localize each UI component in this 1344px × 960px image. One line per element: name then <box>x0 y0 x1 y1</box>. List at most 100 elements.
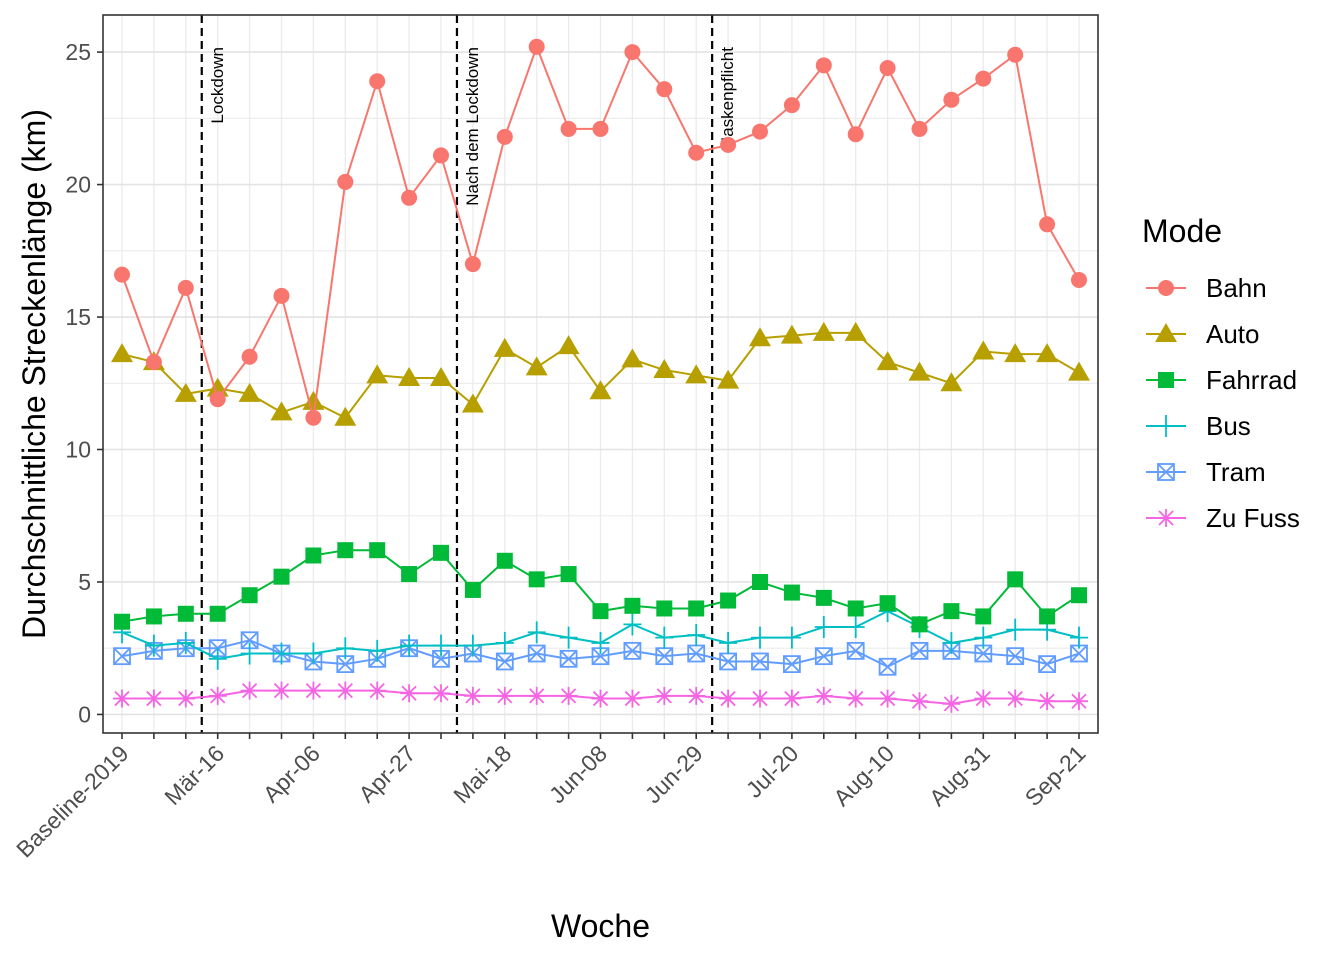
y-tick-label: 20 <box>65 172 91 198</box>
legend-key-marker <box>1157 463 1175 481</box>
data-point-auto <box>844 321 867 341</box>
data-point-fahrrad <box>1007 571 1024 588</box>
legend-item-tram: Tram <box>1146 457 1266 487</box>
data-point-zu-fuss <box>272 681 291 700</box>
legend-key-marker <box>1158 372 1174 388</box>
data-point-bahn <box>496 128 513 145</box>
data-point-tram <box>846 641 865 660</box>
data-point-bus <box>240 642 259 665</box>
data-point-bus <box>208 647 227 670</box>
data-point-tram <box>1038 655 1056 674</box>
data-point-fahrrad <box>815 589 832 606</box>
data-point-tram <box>559 649 578 668</box>
data-point-bus <box>942 631 961 654</box>
data-point-fahrrad <box>752 573 768 590</box>
data-point-bahn <box>145 354 162 371</box>
data-point-fahrrad <box>720 592 737 609</box>
data-point-auto <box>621 348 644 368</box>
data-point-auto <box>940 372 963 392</box>
legend-label: Fahrrad <box>1206 365 1297 395</box>
data-point-tram <box>527 644 546 663</box>
data-point-zu-fuss <box>208 686 227 705</box>
x-tick-label: Sep-21 <box>1020 740 1091 811</box>
data-point-auto <box>812 321 835 341</box>
data-point-auto <box>461 393 484 413</box>
data-point-zu-fuss <box>527 686 546 705</box>
y-tick-label: 15 <box>65 304 91 330</box>
x-tick-label: Jul-20 <box>741 740 804 803</box>
data-point-auto <box>908 361 931 381</box>
legend-label: Tram <box>1206 457 1266 487</box>
data-point-bahn <box>1007 46 1024 63</box>
data-point-zu-fuss <box>432 684 450 703</box>
data-point-auto <box>398 366 421 386</box>
data-point-auto <box>685 364 708 384</box>
legend-key-marker <box>1157 415 1175 437</box>
data-point-tram <box>113 647 131 666</box>
data-point-zu-fuss <box>113 689 131 708</box>
data-point-bus <box>814 616 833 639</box>
data-point-fahrrad <box>1039 608 1056 625</box>
data-point-zu-fuss <box>910 692 929 711</box>
data-point-bus <box>400 634 419 657</box>
data-point-bahn <box>528 38 545 55</box>
data-point-zu-fuss <box>144 689 163 708</box>
data-point-fahrrad <box>879 595 896 612</box>
data-point-zu-fuss <box>687 686 706 705</box>
x-tick-label: Apr-06 <box>258 740 325 807</box>
legend: Mode Bahn Auto Fahrrad Bus Tram Zu Fuss <box>1142 213 1300 533</box>
data-point-fahrrad <box>975 608 992 625</box>
data-point-zu-fuss <box>591 689 610 708</box>
data-point-fahrrad <box>1071 587 1087 604</box>
x-tick-label: Mär-16 <box>159 740 229 810</box>
data-point-bus <box>719 631 738 654</box>
legend-label: Zu Fuss <box>1206 503 1300 533</box>
y-tick-label: 5 <box>78 569 91 595</box>
data-point-auto <box>111 343 133 363</box>
data-point-zu-fuss <box>400 684 419 703</box>
y-tick-label: 0 <box>78 701 91 727</box>
event-label: Maskenpflicht <box>718 47 737 151</box>
legend-item-fahrrad: Fahrrad <box>1146 365 1297 395</box>
data-point-fahrrad <box>847 600 864 617</box>
data-point-tram <box>623 641 642 660</box>
data-point-fahrrad <box>624 597 641 614</box>
data-point-fahrrad <box>241 587 258 604</box>
data-point-fahrrad <box>177 605 194 622</box>
data-point-zu-fuss <box>814 686 833 705</box>
legend-item-bahn: Bahn <box>1146 273 1267 303</box>
event-label: Nach dem Lockdown <box>463 47 482 206</box>
data-point-bus <box>782 626 801 649</box>
data-point-auto <box>1004 343 1027 363</box>
data-point-bahn <box>369 73 386 90</box>
legend-key-marker <box>1155 323 1177 342</box>
data-point-zu-fuss <box>942 694 961 713</box>
data-point-bus <box>463 634 482 657</box>
data-point-bahn <box>624 44 641 61</box>
data-point-auto <box>366 364 389 384</box>
data-point-zu-fuss <box>846 689 865 708</box>
data-point-tram <box>591 647 610 666</box>
data-point-bahn <box>273 287 290 304</box>
data-point-zu-fuss <box>655 686 674 705</box>
data-point-zu-fuss <box>495 686 514 705</box>
legend-key-marker <box>1158 280 1174 296</box>
legend-item-bus: Bus <box>1146 411 1251 441</box>
x-tick-label: Jun-08 <box>544 740 612 808</box>
data-point-bus <box>974 626 993 649</box>
data-point-fahrrad <box>911 616 928 633</box>
data-point-fahrrad <box>528 571 545 588</box>
data-point-auto <box>525 356 548 376</box>
data-point-auto <box>780 324 803 344</box>
data-point-fahrrad <box>209 605 226 622</box>
x-tick-label: Aug-31 <box>924 740 995 811</box>
legend-item-auto: Auto <box>1146 319 1260 349</box>
data-point-auto <box>1036 343 1059 363</box>
data-point-fahrrad <box>560 566 577 583</box>
y-axis-title: Durchschnittliche Streckenlänge (km) <box>16 109 52 639</box>
y-tick-label: 10 <box>65 437 91 463</box>
data-point-bahn <box>560 120 577 137</box>
data-point-bus <box>751 626 769 649</box>
data-point-bahn <box>847 126 864 143</box>
